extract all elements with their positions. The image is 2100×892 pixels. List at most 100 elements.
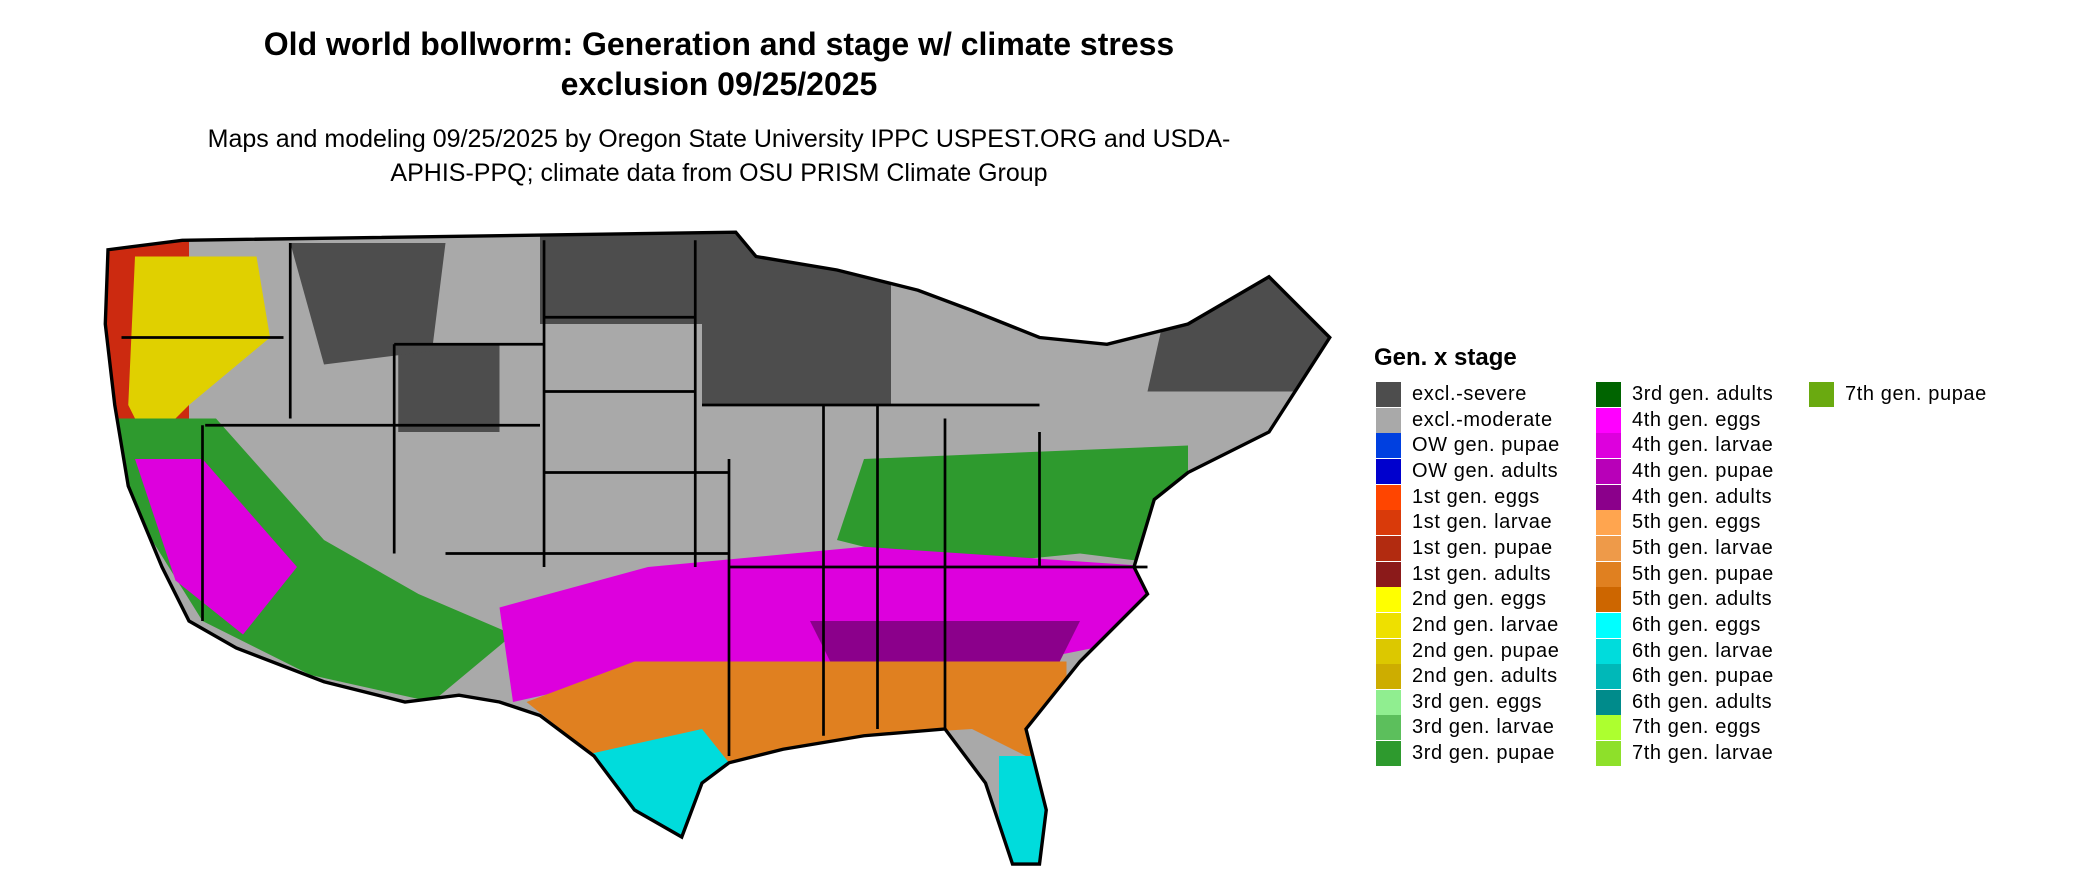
legend-label: 3rd gen. adults bbox=[1632, 383, 1774, 405]
legend-label: 5th gen. larvae bbox=[1632, 536, 1774, 559]
legend-item: 3rd gen. larvae bbox=[1376, 715, 1555, 741]
legend-label: 1st gen. larvae bbox=[1412, 511, 1553, 534]
legend-label: 6th gen. larvae bbox=[1632, 639, 1774, 662]
region-excl-severe bbox=[398, 344, 500, 432]
legend-label: 7th gen. larvae bbox=[1632, 742, 1774, 765]
legend-item: 2nd gen. larvae bbox=[1376, 612, 1559, 638]
legend-item: 4th gen. larvae bbox=[1596, 433, 1774, 459]
border-us bbox=[103, 230, 1332, 866]
legend-item: 1st gen. pupae bbox=[1376, 535, 1553, 561]
legend-label: 6th gen. adults bbox=[1632, 690, 1773, 713]
subtitle: Maps and modeling 09/25/2025 by Oregon S… bbox=[207, 125, 1231, 187]
legend-swatch bbox=[1596, 612, 1621, 638]
legend-item: 5th gen. eggs bbox=[1596, 510, 1762, 536]
legend-swatch bbox=[1376, 535, 1401, 561]
legend-item: 2nd gen. adults bbox=[1376, 664, 1558, 690]
legend-label: 2nd gen. adults bbox=[1412, 665, 1558, 688]
legend-swatch bbox=[1376, 741, 1401, 767]
legend-swatch bbox=[1376, 407, 1401, 433]
legend-label: 2nd gen. larvae bbox=[1412, 613, 1559, 636]
legend-item: 7th gen. larvae bbox=[1596, 741, 1774, 767]
legend-item: 5th gen. larvae bbox=[1596, 535, 1774, 561]
legend-item: 3rd gen. pupae bbox=[1376, 741, 1555, 767]
legend-label: 2nd gen. eggs bbox=[1412, 588, 1547, 611]
legend-label: 5th gen. pupae bbox=[1632, 562, 1774, 585]
legend-label: 4th gen. eggs bbox=[1632, 408, 1762, 431]
legend-item: 5th gen. pupae bbox=[1596, 561, 1774, 587]
legend-label: 7th gen. pupae bbox=[1845, 383, 1987, 405]
legend-label: 1st gen. eggs bbox=[1412, 485, 1540, 508]
legend-swatch bbox=[1596, 484, 1621, 510]
title: Old world bollworm: Generation and stage… bbox=[263, 26, 1175, 102]
legend-label: 2nd gen. pupae bbox=[1412, 639, 1560, 662]
legend-label: 6th gen. eggs bbox=[1632, 613, 1762, 636]
legend-swatch bbox=[1376, 458, 1401, 484]
legend-label: OW gen. adults bbox=[1412, 459, 1559, 482]
map bbox=[103, 230, 1332, 866]
legend-swatch bbox=[1596, 510, 1621, 536]
legend-label: 4th gen. pupae bbox=[1632, 459, 1774, 482]
region-excl-severe bbox=[290, 243, 446, 365]
legend-swatch bbox=[1596, 741, 1621, 767]
legend-label: 3rd gen. larvae bbox=[1412, 716, 1555, 739]
region-green bbox=[837, 445, 1188, 567]
legend-swatch bbox=[1596, 535, 1621, 561]
legend-item: 7th gen. pupae bbox=[1809, 382, 1987, 407]
legend-label: 5th gen. eggs bbox=[1632, 511, 1762, 534]
legend-swatch bbox=[1596, 458, 1621, 484]
legend-item: 4th gen. adults bbox=[1596, 484, 1773, 510]
legend-item: 4th gen. eggs bbox=[1596, 407, 1762, 433]
legend-swatch bbox=[1596, 407, 1621, 433]
legend-swatch bbox=[1809, 382, 1834, 407]
legend-label: 3rd gen. eggs bbox=[1412, 690, 1543, 713]
legend-item: 3rd gen. eggs bbox=[1376, 689, 1543, 715]
region-magenta bbox=[135, 459, 297, 635]
legend-label: 4th gen. larvae bbox=[1632, 434, 1774, 457]
legend-item: excl.-moderate bbox=[1376, 407, 1553, 433]
legend-title: Gen. x stage bbox=[1374, 344, 1517, 371]
legend-label: excl.-severe bbox=[1412, 383, 1528, 405]
legend-label: 1st gen. pupae bbox=[1412, 536, 1553, 559]
legend-item: 6th gen. larvae bbox=[1596, 638, 1774, 664]
region-yellow bbox=[128, 256, 270, 446]
legend-swatch bbox=[1376, 638, 1401, 664]
legend-item: 1st gen. adults bbox=[1376, 561, 1552, 587]
legend-swatch bbox=[1596, 561, 1621, 587]
legend-label: 5th gen. adults bbox=[1632, 588, 1773, 611]
legend-item: OW gen. pupae bbox=[1376, 433, 1560, 459]
legend-label: 1st gen. adults bbox=[1412, 562, 1552, 585]
border-states bbox=[121, 240, 1148, 757]
legend-item: 6th gen. pupae bbox=[1596, 664, 1774, 690]
legend-swatch bbox=[1376, 715, 1401, 741]
legend-item: 5th gen. adults bbox=[1596, 587, 1773, 613]
legend-swatch bbox=[1376, 433, 1401, 459]
legend-swatch bbox=[1376, 587, 1401, 613]
legend-item: 1st gen. eggs bbox=[1376, 484, 1540, 510]
region-cyan bbox=[999, 756, 1067, 864]
legend-item: 1st gen. larvae bbox=[1376, 510, 1553, 536]
legend-item: excl.-severe bbox=[1376, 382, 1527, 407]
legend-item: 2nd gen. pupae bbox=[1376, 638, 1560, 664]
legend-item: 7th gen. eggs bbox=[1596, 715, 1762, 741]
legend-item: OW gen. adults bbox=[1376, 458, 1559, 484]
legend-label: 3rd gen. pupae bbox=[1412, 742, 1555, 765]
legend-swatch bbox=[1596, 382, 1621, 407]
legend-swatch bbox=[1596, 689, 1621, 715]
legend-swatch bbox=[1596, 664, 1621, 690]
legend-item: 3rd gen. adults bbox=[1596, 382, 1773, 407]
legend-swatch bbox=[1376, 561, 1401, 587]
legend-label: 7th gen. eggs bbox=[1632, 716, 1762, 739]
legend-swatch bbox=[1596, 587, 1621, 613]
legend-item: 6th gen. adults bbox=[1596, 689, 1773, 715]
legend-item: 2nd gen. eggs bbox=[1376, 587, 1547, 613]
state-borders bbox=[103, 230, 1332, 866]
legend-label: 6th gen. pupae bbox=[1632, 665, 1774, 688]
legend-label: 4th gen. adults bbox=[1632, 485, 1773, 508]
legend-swatch bbox=[1596, 638, 1621, 664]
legend-swatch bbox=[1376, 510, 1401, 536]
legend-swatch bbox=[1376, 612, 1401, 638]
legend-swatch bbox=[1376, 484, 1401, 510]
legend-label: OW gen. pupae bbox=[1412, 434, 1560, 457]
region-excl-severe bbox=[540, 232, 892, 406]
